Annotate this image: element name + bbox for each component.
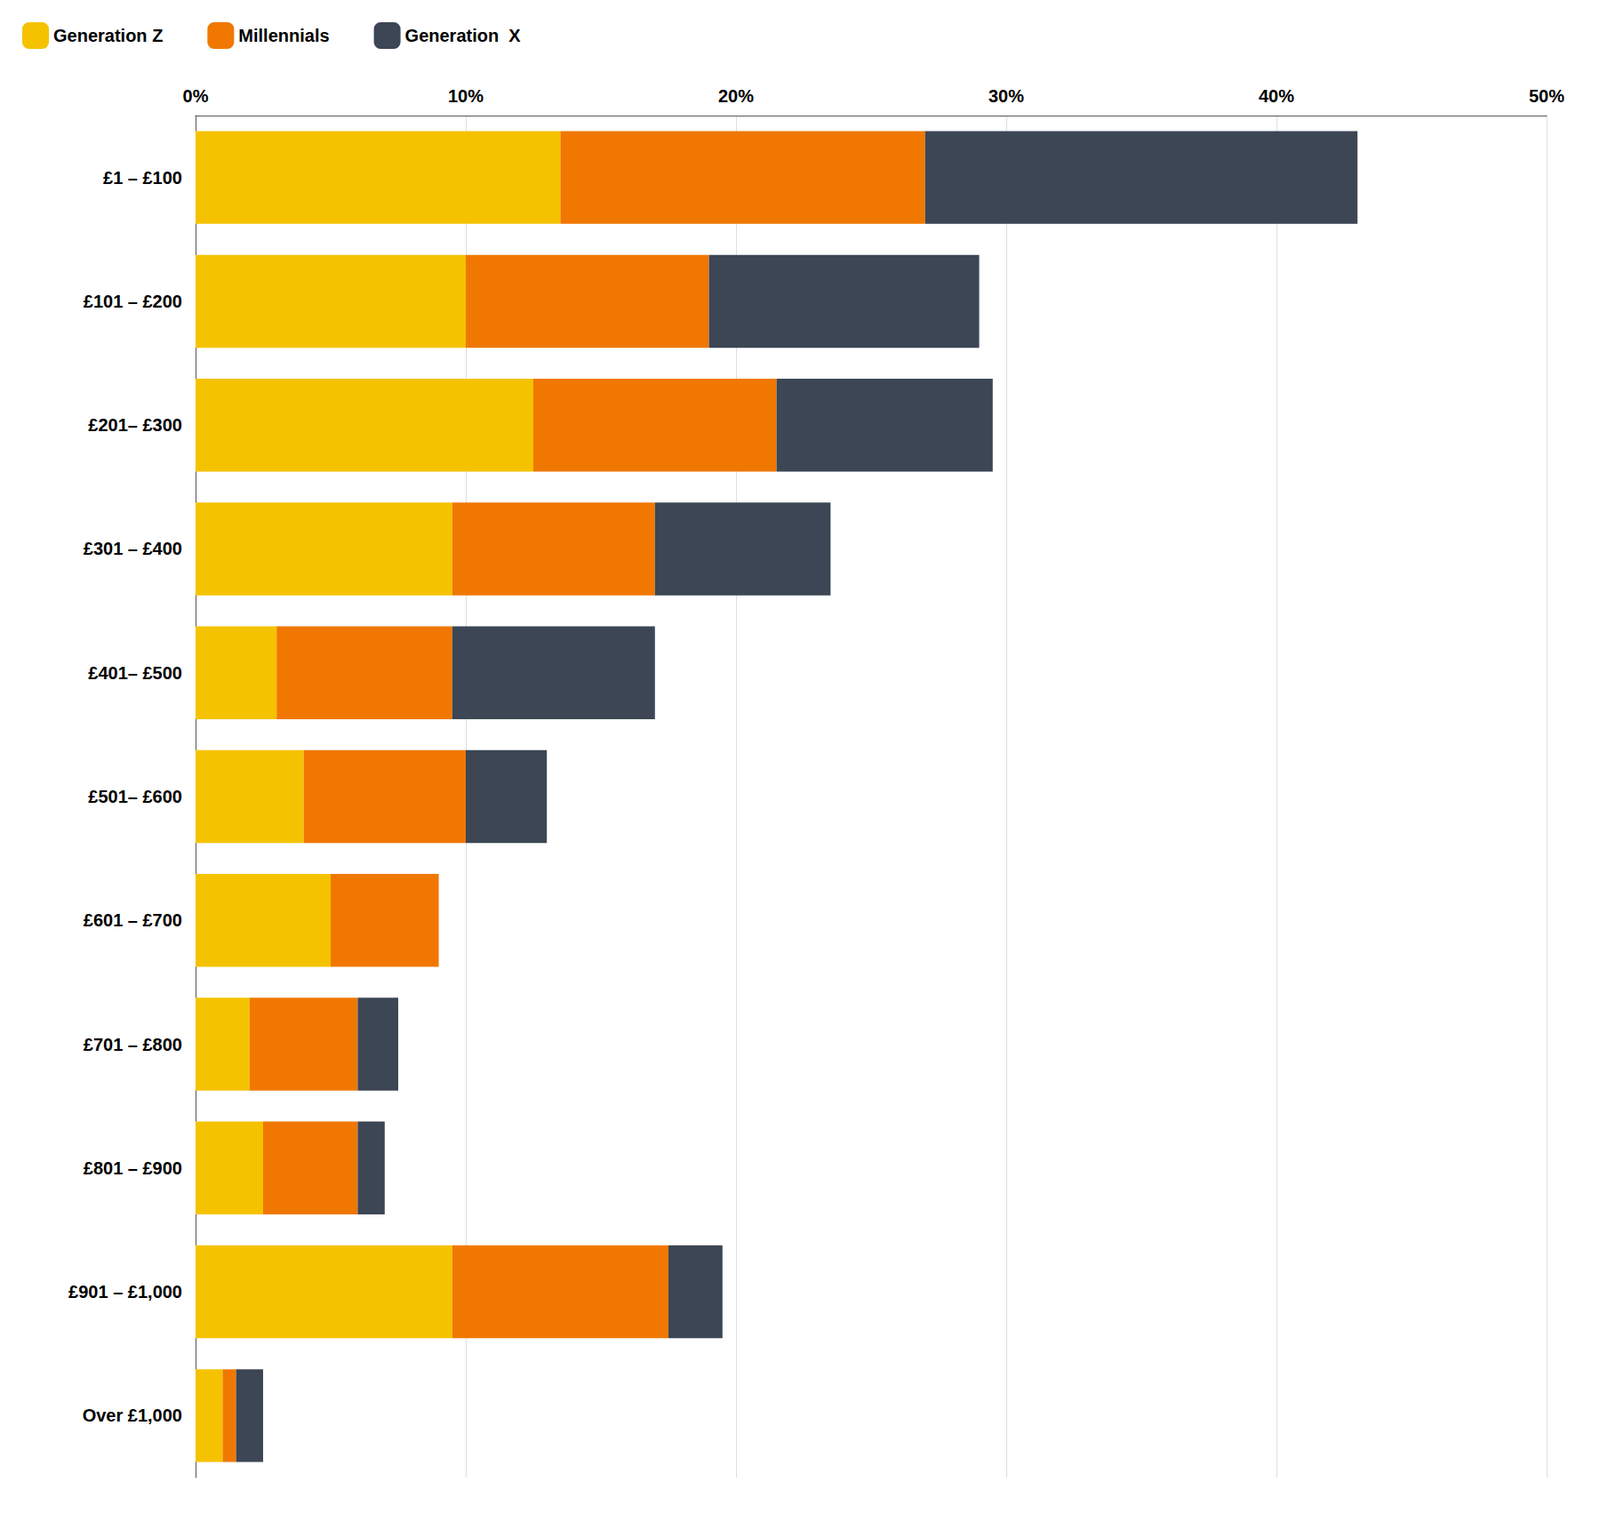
svg-text:Millennials: Millennials (238, 25, 329, 46)
svg-text:£601 – £700: £601 – £700 (83, 910, 183, 930)
svg-text:50%: 50% (1528, 86, 1565, 106)
svg-text:40%: 40% (1258, 86, 1295, 106)
svg-text:£701 – £800: £701 – £800 (83, 1034, 183, 1055)
svg-text:£201– £300: £201– £300 (88, 415, 183, 435)
svg-text:Over £1,000: Over £1,000 (82, 1405, 183, 1425)
svg-text:30%: 30% (988, 86, 1024, 106)
svg-text:10%: 10% (448, 86, 484, 106)
svg-text:20%: 20% (718, 86, 754, 106)
svg-text:£301 – £400: £301 – £400 (83, 538, 183, 559)
svg-text:Generation X: Generation X (405, 25, 522, 46)
svg-text:Generation Z: Generation Z (53, 25, 163, 46)
svg-text:£901 – £1,000: £901 – £1,000 (68, 1281, 183, 1302)
svg-text:£1 – £100: £1 – £100 (103, 168, 183, 188)
svg-text:£401– £500: £401– £500 (88, 663, 183, 683)
svg-text:0%: 0% (183, 86, 209, 106)
svg-text:£501– £600: £501– £600 (88, 786, 183, 807)
svg-text:£801 – £900: £801 – £900 (83, 1158, 183, 1178)
svg-text:£101 – £200: £101 – £200 (83, 291, 183, 312)
